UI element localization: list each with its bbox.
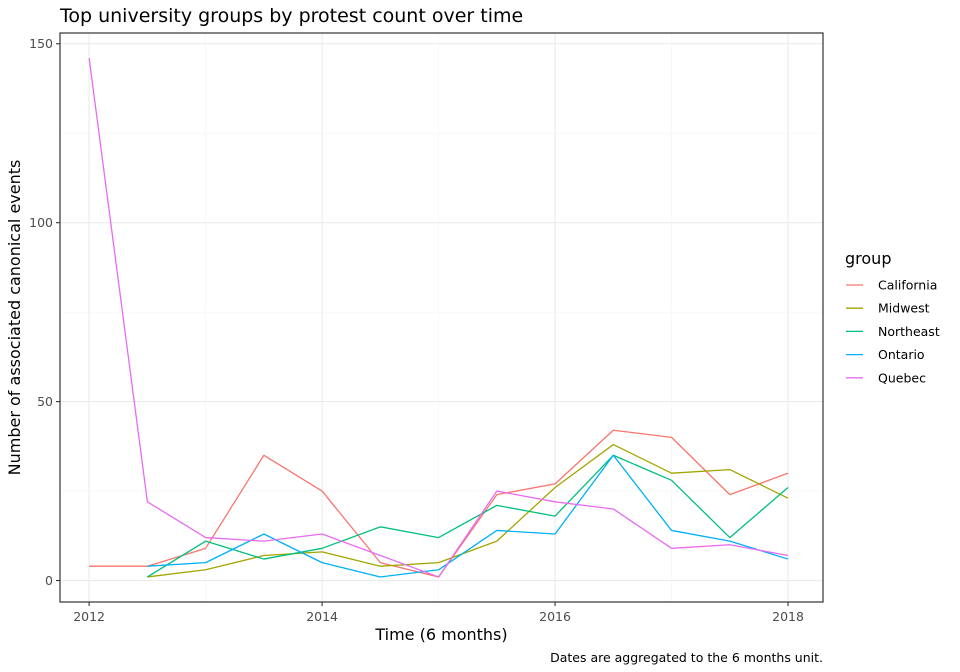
legend-item-quebec: Quebec	[846, 370, 926, 385]
y-tick-label: 0	[45, 573, 53, 588]
y-axis: 0 50 100 150	[29, 36, 60, 588]
legend-title: group	[845, 249, 891, 268]
x-axis-title: Time (6 months)	[374, 625, 507, 644]
legend: group California Midwest Northeast Ontario Q…	[845, 249, 940, 385]
x-tick-label: 2012	[73, 609, 105, 624]
legend-item-california: California	[846, 278, 937, 293]
legend-item-midwest: Midwest	[846, 301, 930, 316]
x-tick-label: 2016	[539, 609, 571, 624]
y-axis-title: Number of associated canonical events	[5, 160, 24, 476]
legend-items: California Midwest Northeast Ontario Quebec	[846, 278, 940, 386]
x-axis: 2012 2014 2016 2018	[73, 602, 804, 624]
legend-label-midwest: Midwest	[878, 301, 930, 316]
plot-panel	[60, 33, 823, 602]
chart-caption: Dates are aggregated to the 6 months uni…	[550, 650, 823, 665]
y-tick-label: 100	[29, 215, 53, 230]
legend-label-ontario: Ontario	[878, 347, 925, 362]
x-tick-label: 2018	[772, 609, 804, 624]
legend-label-california: California	[878, 278, 937, 293]
chart-title: Top university groups by protest count o…	[59, 5, 523, 27]
x-tick-label: 2014	[306, 609, 338, 624]
legend-item-northeast: Northeast	[846, 324, 940, 339]
y-tick-label: 50	[37, 394, 53, 409]
legend-item-ontario: Ontario	[846, 347, 925, 362]
legend-label-northeast: Northeast	[878, 324, 940, 339]
y-tick-label: 150	[29, 36, 53, 51]
legend-label-quebec: Quebec	[878, 370, 926, 385]
